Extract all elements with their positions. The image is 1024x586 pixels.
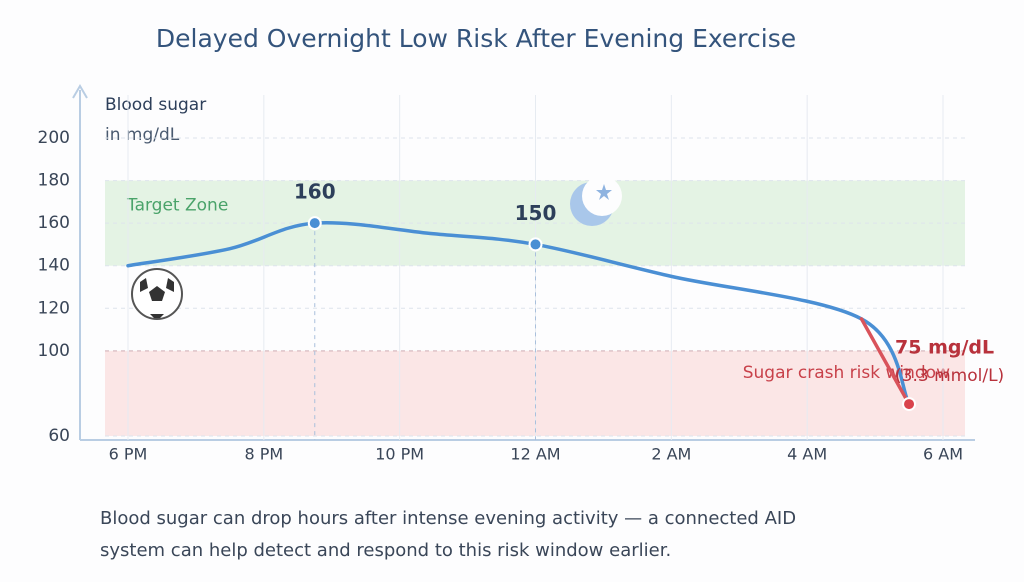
data-label: 75 mg/dL: [895, 337, 994, 359]
caption-line: Blood sugar can drop hours after intense…: [100, 508, 796, 529]
x-tick-label: 6 AM: [923, 445, 963, 464]
y-tick-label: 120: [38, 298, 70, 318]
y-tick-label: 100: [38, 341, 70, 361]
risk-segment: [859, 317, 911, 406]
x-tick-label: 10 PM: [375, 445, 424, 464]
data-sublabel: (3.3 mmol/L): [895, 366, 1004, 386]
y-tick-label: 160: [38, 213, 70, 233]
soccer-ball-icon: [131, 268, 183, 320]
zone-label: Target Zone: [126, 196, 228, 216]
data-label: 150: [515, 201, 557, 225]
moon-icon: [570, 176, 622, 226]
data-point: [528, 237, 543, 252]
y-tick-label: 200: [38, 128, 70, 148]
x-tick-label: 8 PM: [244, 445, 283, 464]
x-tick-label: 2 AM: [651, 445, 691, 464]
x-tick-label: 12 AM: [510, 445, 560, 464]
y-tick-label: 180: [38, 171, 70, 191]
y-tick-label: 140: [38, 256, 70, 276]
y-axis-unit: in mg/dL: [105, 125, 180, 145]
x-tick-label: 4 AM: [787, 445, 827, 464]
data-point: [902, 397, 917, 412]
caption-line: system can help detect and respond to th…: [100, 540, 671, 561]
y-axis-label: Blood sugar: [105, 95, 206, 115]
data-label: 160: [294, 180, 336, 204]
chart-title: Delayed Overnight Low Risk After Evening…: [156, 24, 796, 53]
y-tick-label: 60: [48, 426, 70, 446]
data-point: [307, 216, 322, 231]
x-tick-label: 6 PM: [109, 445, 148, 464]
glucose-line: [126, 221, 911, 406]
y-axis-arrow: [72, 84, 88, 99]
